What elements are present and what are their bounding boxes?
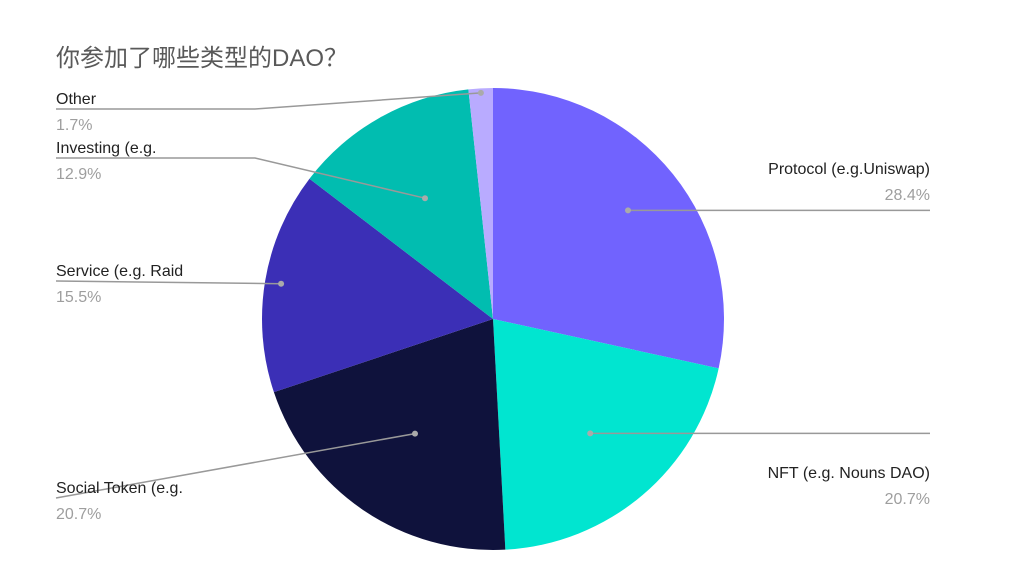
leader-dot-1 (625, 207, 631, 214)
leader-line-6 (56, 92, 481, 110)
pie-slice-6 (468, 88, 493, 319)
slice-label-6: Other (56, 91, 97, 108)
slice-label-2: NFT (e.g. Nouns DAO) (768, 465, 930, 482)
slice-label-4: Service (e.g. Raid (56, 263, 183, 280)
leader-line-3 (55, 432, 416, 499)
pie-slice-5 (309, 89, 493, 319)
leader-line-4 (55, 280, 282, 285)
pie-slice-3 (273, 319, 506, 550)
slice-labels: Protocol (e.g.Uniswap) 28.4% NFT (e.g. Nou… (56, 91, 930, 523)
slice-label-3: Social Token (e.g. (56, 480, 183, 497)
slice-label-1: Protocol (e.g.Uniswap) (768, 161, 930, 178)
slice-percent-1: 28.4% (885, 187, 930, 204)
leader-dot-3 (412, 430, 418, 437)
leader-line-5 (56, 157, 426, 199)
slice-percent-2: 20.7% (885, 491, 930, 508)
slice-label-5: Investing (e.g. (56, 140, 157, 157)
slice-percent-6: 1.7% (56, 117, 92, 134)
leader-dot-5 (422, 195, 428, 202)
pie-slice-1 (493, 88, 724, 369)
pie-slice-4 (262, 178, 493, 393)
leader-lines (55, 89, 930, 499)
chart-title: 你参加了哪些类型的DAO？ (56, 45, 348, 72)
leader-dot-2 (587, 430, 594, 437)
slice-percent-3: 20.7% (56, 506, 101, 523)
leader-dot-6 (477, 89, 484, 96)
pie-slice-2 (493, 319, 719, 550)
slice-percent-5: 12.9% (56, 166, 101, 183)
slice-percent-4: 15.5% (56, 289, 101, 306)
pie-slices (262, 88, 724, 550)
leader-dot-4 (278, 280, 285, 287)
